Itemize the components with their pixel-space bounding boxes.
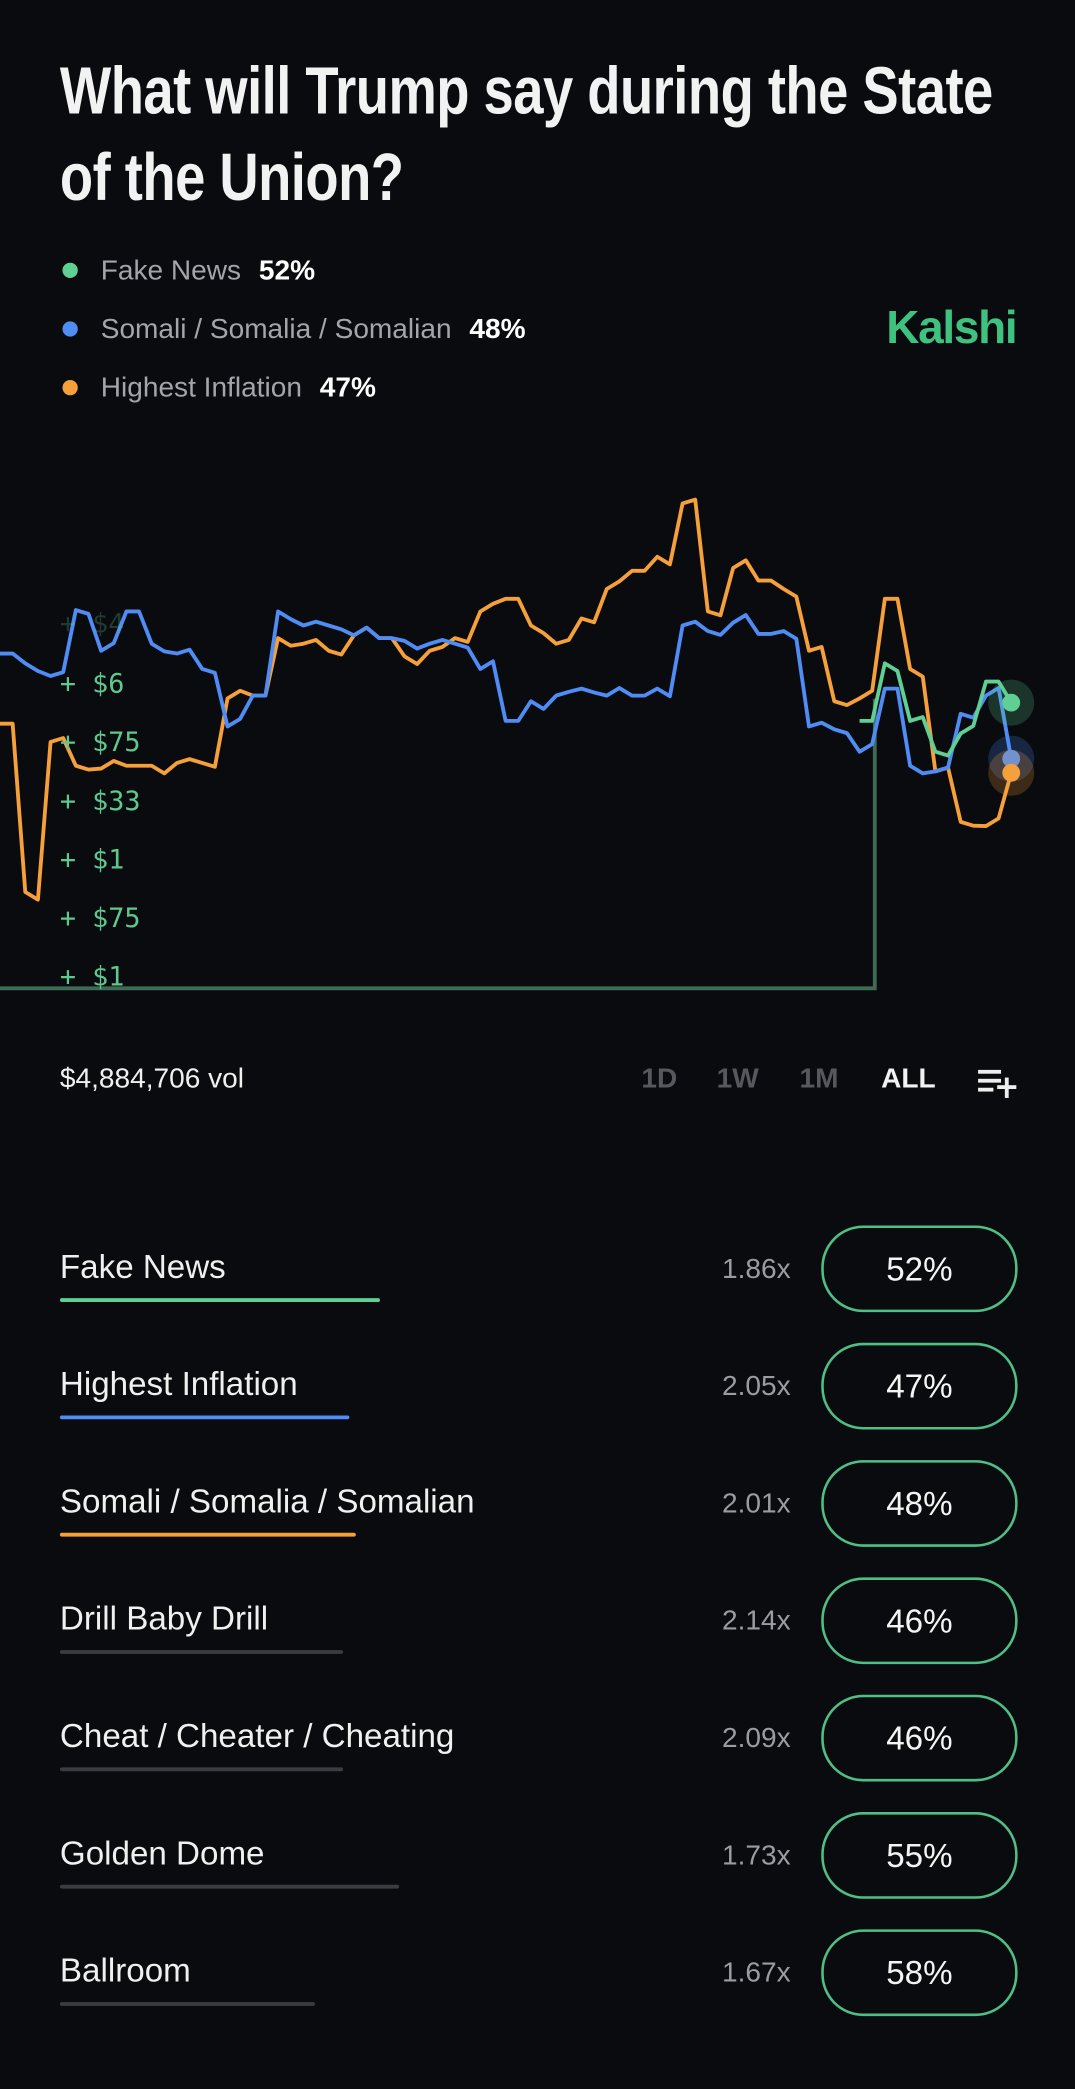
legend-item-highest-inflation: Highest Inflation 47% (60, 369, 376, 407)
market-buy-button[interactable]: 58% (821, 1929, 1018, 2017)
market-row[interactable]: Fake News 1.86x 52% (0, 1225, 1075, 1385)
market-multiplier: 2.01x (721, 1486, 791, 1519)
series-end-point (1002, 763, 1021, 782)
market-name: Somali / Somalia / Somalian (59, 1481, 475, 1521)
trade-ticker-item: + $75 (59, 726, 141, 758)
market-row[interactable]: Golden Dome 1.73x 55% (0, 1812, 1075, 1971)
market-row[interactable]: Cheat / Cheater / Cheating 2.09x 46% (0, 1694, 1075, 1854)
legend-dot-icon (62, 262, 78, 278)
market-multiplier: 1.67x (721, 1956, 791, 1989)
market-underline (59, 1767, 344, 1772)
trade-ticker-item: + $6 (59, 668, 125, 699)
legend-dot-icon (62, 321, 78, 337)
market-name: Ballroom (59, 1951, 191, 1990)
market-multiplier: 2.09x (721, 1721, 791, 1754)
market-underline (59, 1884, 400, 1889)
legend-dot-icon (62, 380, 78, 396)
trade-ticker-item: + $1 (59, 844, 125, 875)
legend-item-fake-news: Fake News 52% (60, 251, 315, 289)
page-title: What will Trump say during the State of … (59, 54, 993, 216)
playlist-add-icon[interactable] (977, 1067, 1018, 1100)
legend-pct: 52% (258, 253, 316, 286)
legend-label: Fake News (100, 253, 242, 286)
volume-label: $4,884,706 vol (59, 1062, 245, 1095)
market-buy-button[interactable]: 55% (821, 1812, 1018, 1899)
market-underline (59, 1532, 356, 1537)
legend-label: Highest Inflation (100, 371, 302, 403)
series-line-fake-news (859, 661, 1013, 758)
market-name: Fake News (59, 1247, 226, 1286)
market-row[interactable]: Somali / Somalia / Somalian 2.01x 48% (0, 1460, 1075, 1619)
series-line-highest-inflation (0, 497, 1014, 902)
market-multiplier: 2.05x (721, 1369, 791, 1402)
kalshi-logo: Kalshi (886, 300, 1017, 354)
series-end-point (1002, 693, 1021, 712)
market-page: What will Trump say during the State of … (0, 54, 1075, 2017)
market-row[interactable]: Highest Inflation 2.05x 47% (0, 1342, 1075, 1502)
market-name: Cheat / Cheater / Cheating (59, 1716, 455, 1755)
range-1d-button[interactable]: 1D (641, 1062, 678, 1095)
market-buy-button[interactable]: 46% (821, 1577, 1018, 1665)
range-all-button[interactable]: ALL (881, 1062, 936, 1095)
market-buy-button[interactable]: 46% (821, 1694, 1018, 1782)
series-end-point (1002, 749, 1021, 768)
market-row[interactable]: Drill Baby Drill 2.14x 46% (0, 1577, 1075, 1737)
market-underline (59, 1298, 381, 1302)
trade-ticker-item: + $1 (59, 961, 125, 993)
market-underline (59, 2002, 315, 2006)
market-multiplier: 2.14x (721, 1604, 791, 1637)
trade-ticker-item: + $33 (59, 785, 141, 817)
legend-pct: 47% (319, 371, 376, 403)
market-name: Highest Inflation (59, 1364, 298, 1403)
market-underline (59, 1415, 350, 1420)
market-name: Golden Dome (59, 1833, 265, 1872)
market-name: Drill Baby Drill (59, 1599, 269, 1638)
legend-label: Somali / Somalia / Somalian (100, 312, 452, 345)
trade-ticker-item: + $75 (59, 902, 141, 934)
series-line-somali-somalia-somalian (0, 608, 1014, 776)
volume-step-line (0, 698, 877, 991)
market-row[interactable]: Ballroom 1.67x 58% (0, 1929, 1075, 2088)
market-buy-button[interactable]: 52% (821, 1225, 1018, 1313)
legend-item-somali: Somali / Somalia / Somalian 48% (60, 310, 526, 348)
market-buy-button[interactable]: 47% (821, 1342, 1018, 1430)
market-buy-button[interactable]: 48% (821, 1460, 1018, 1547)
market-multiplier: 1.86x (721, 1252, 791, 1285)
range-1w-button[interactable]: 1W (716, 1062, 759, 1095)
legend-pct: 48% (469, 312, 526, 345)
market-multiplier: 1.73x (721, 1838, 791, 1871)
market-underline (59, 1650, 344, 1654)
range-1m-button[interactable]: 1M (799, 1062, 839, 1095)
trade-ticker-item: + $4 (59, 608, 125, 639)
price-chart[interactable] (0, 459, 1075, 1020)
